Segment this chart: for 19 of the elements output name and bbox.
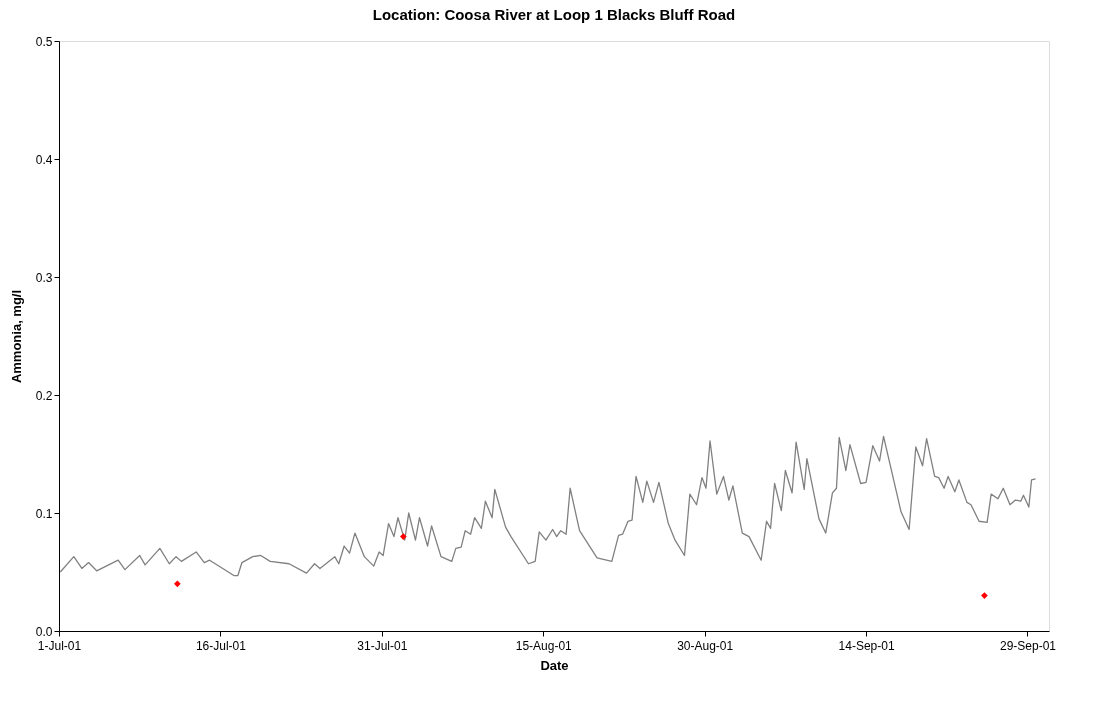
- chart-title: Location: Coosa River at Loop 1 Blacks Bluff Road: [372, 6, 736, 23]
- x-tick-label: 31-Jul-01: [357, 638, 408, 653]
- point: [399, 533, 407, 540]
- y-tick-label: 0.1: [35, 506, 53, 521]
- x-axis-title: Date: [540, 657, 569, 673]
- x-tick-label: 14-Sep-01: [838, 638, 895, 653]
- x-tick-label: 16-Jul-01: [195, 638, 247, 653]
- x-tick-label: 1-Jul-01: [37, 638, 82, 653]
- y-axis-title: Ammonia, mg/l: [8, 289, 24, 384]
- y-tick-label: 0.3: [35, 270, 53, 285]
- y-tick-label: 0.5: [35, 34, 53, 49]
- x-tick-label: 30-Aug-01: [677, 638, 734, 653]
- y-tick-label: 0.4: [35, 152, 53, 167]
- x-tick-label: 29-Sep-01: [999, 638, 1057, 653]
- x-tick-label: 15-Aug-01: [515, 638, 573, 653]
- y-tick-label: 0.2: [35, 388, 53, 403]
- point: [981, 592, 988, 599]
- y-tick-label: 0.0: [35, 624, 53, 639]
- point: [174, 580, 181, 588]
